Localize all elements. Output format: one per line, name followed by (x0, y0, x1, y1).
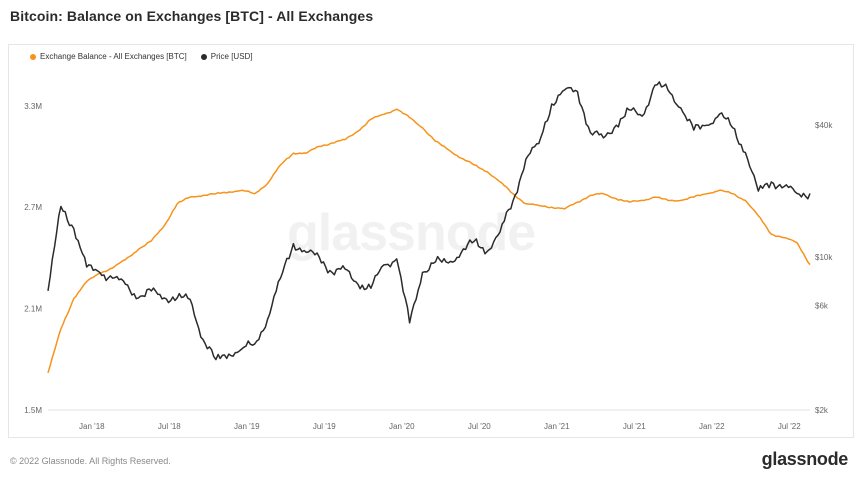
legend-label-balance: Exchange Balance - All Exchanges [BTC] (40, 52, 187, 61)
chart-title: Bitcoin: Balance on Exchanges [BTC] - Al… (10, 8, 374, 24)
y-right-tick-label: $10k (815, 253, 833, 262)
y-left-tick-label: 1.5M (24, 406, 42, 415)
chart-panel (8, 44, 854, 438)
x-tick-label: Jan '22 (699, 422, 725, 431)
y-left-tick-label: 3.3M (24, 102, 42, 111)
x-tick-label: Jul '19 (313, 422, 336, 431)
legend-dot-price (200, 53, 207, 60)
y-right-tick-label: $40k (815, 121, 833, 130)
legend: Exchange Balance - All Exchanges [BTC] P… (30, 52, 253, 61)
x-tick-label: Jan '19 (234, 422, 260, 431)
legend-dot-balance (30, 53, 36, 60)
legend-item-price[interactable]: Price [USD] (200, 52, 253, 61)
y-right-tick-label: $2k (815, 406, 829, 415)
watermark: glassnode (287, 204, 536, 262)
series-line-price (47, 81, 811, 361)
x-tick-label: Jul '22 (778, 422, 801, 431)
copyright-text: © 2022 Glassnode. All Rights Reserved. (10, 456, 171, 466)
x-tick-label: Jul '21 (623, 422, 646, 431)
legend-label-price: Price [USD] (210, 52, 253, 61)
legend-item-balance[interactable]: Exchange Balance - All Exchanges [BTC] (30, 52, 187, 61)
series-line-exchange-balance (47, 108, 811, 374)
x-tick-label: Jul '20 (468, 422, 491, 431)
x-tick-label: Jan '18 (79, 422, 105, 431)
x-tick-label: Jan '21 (544, 422, 570, 431)
y-right-tick-label: $6k (815, 302, 829, 311)
x-tick-label: Jul '18 (158, 422, 181, 431)
y-left-tick-label: 2.7M (24, 203, 42, 212)
glassnode-logo: glassnode (761, 449, 849, 469)
x-tick-label: Jan '20 (389, 422, 415, 431)
y-left-tick-label: 2.1M (24, 305, 42, 314)
